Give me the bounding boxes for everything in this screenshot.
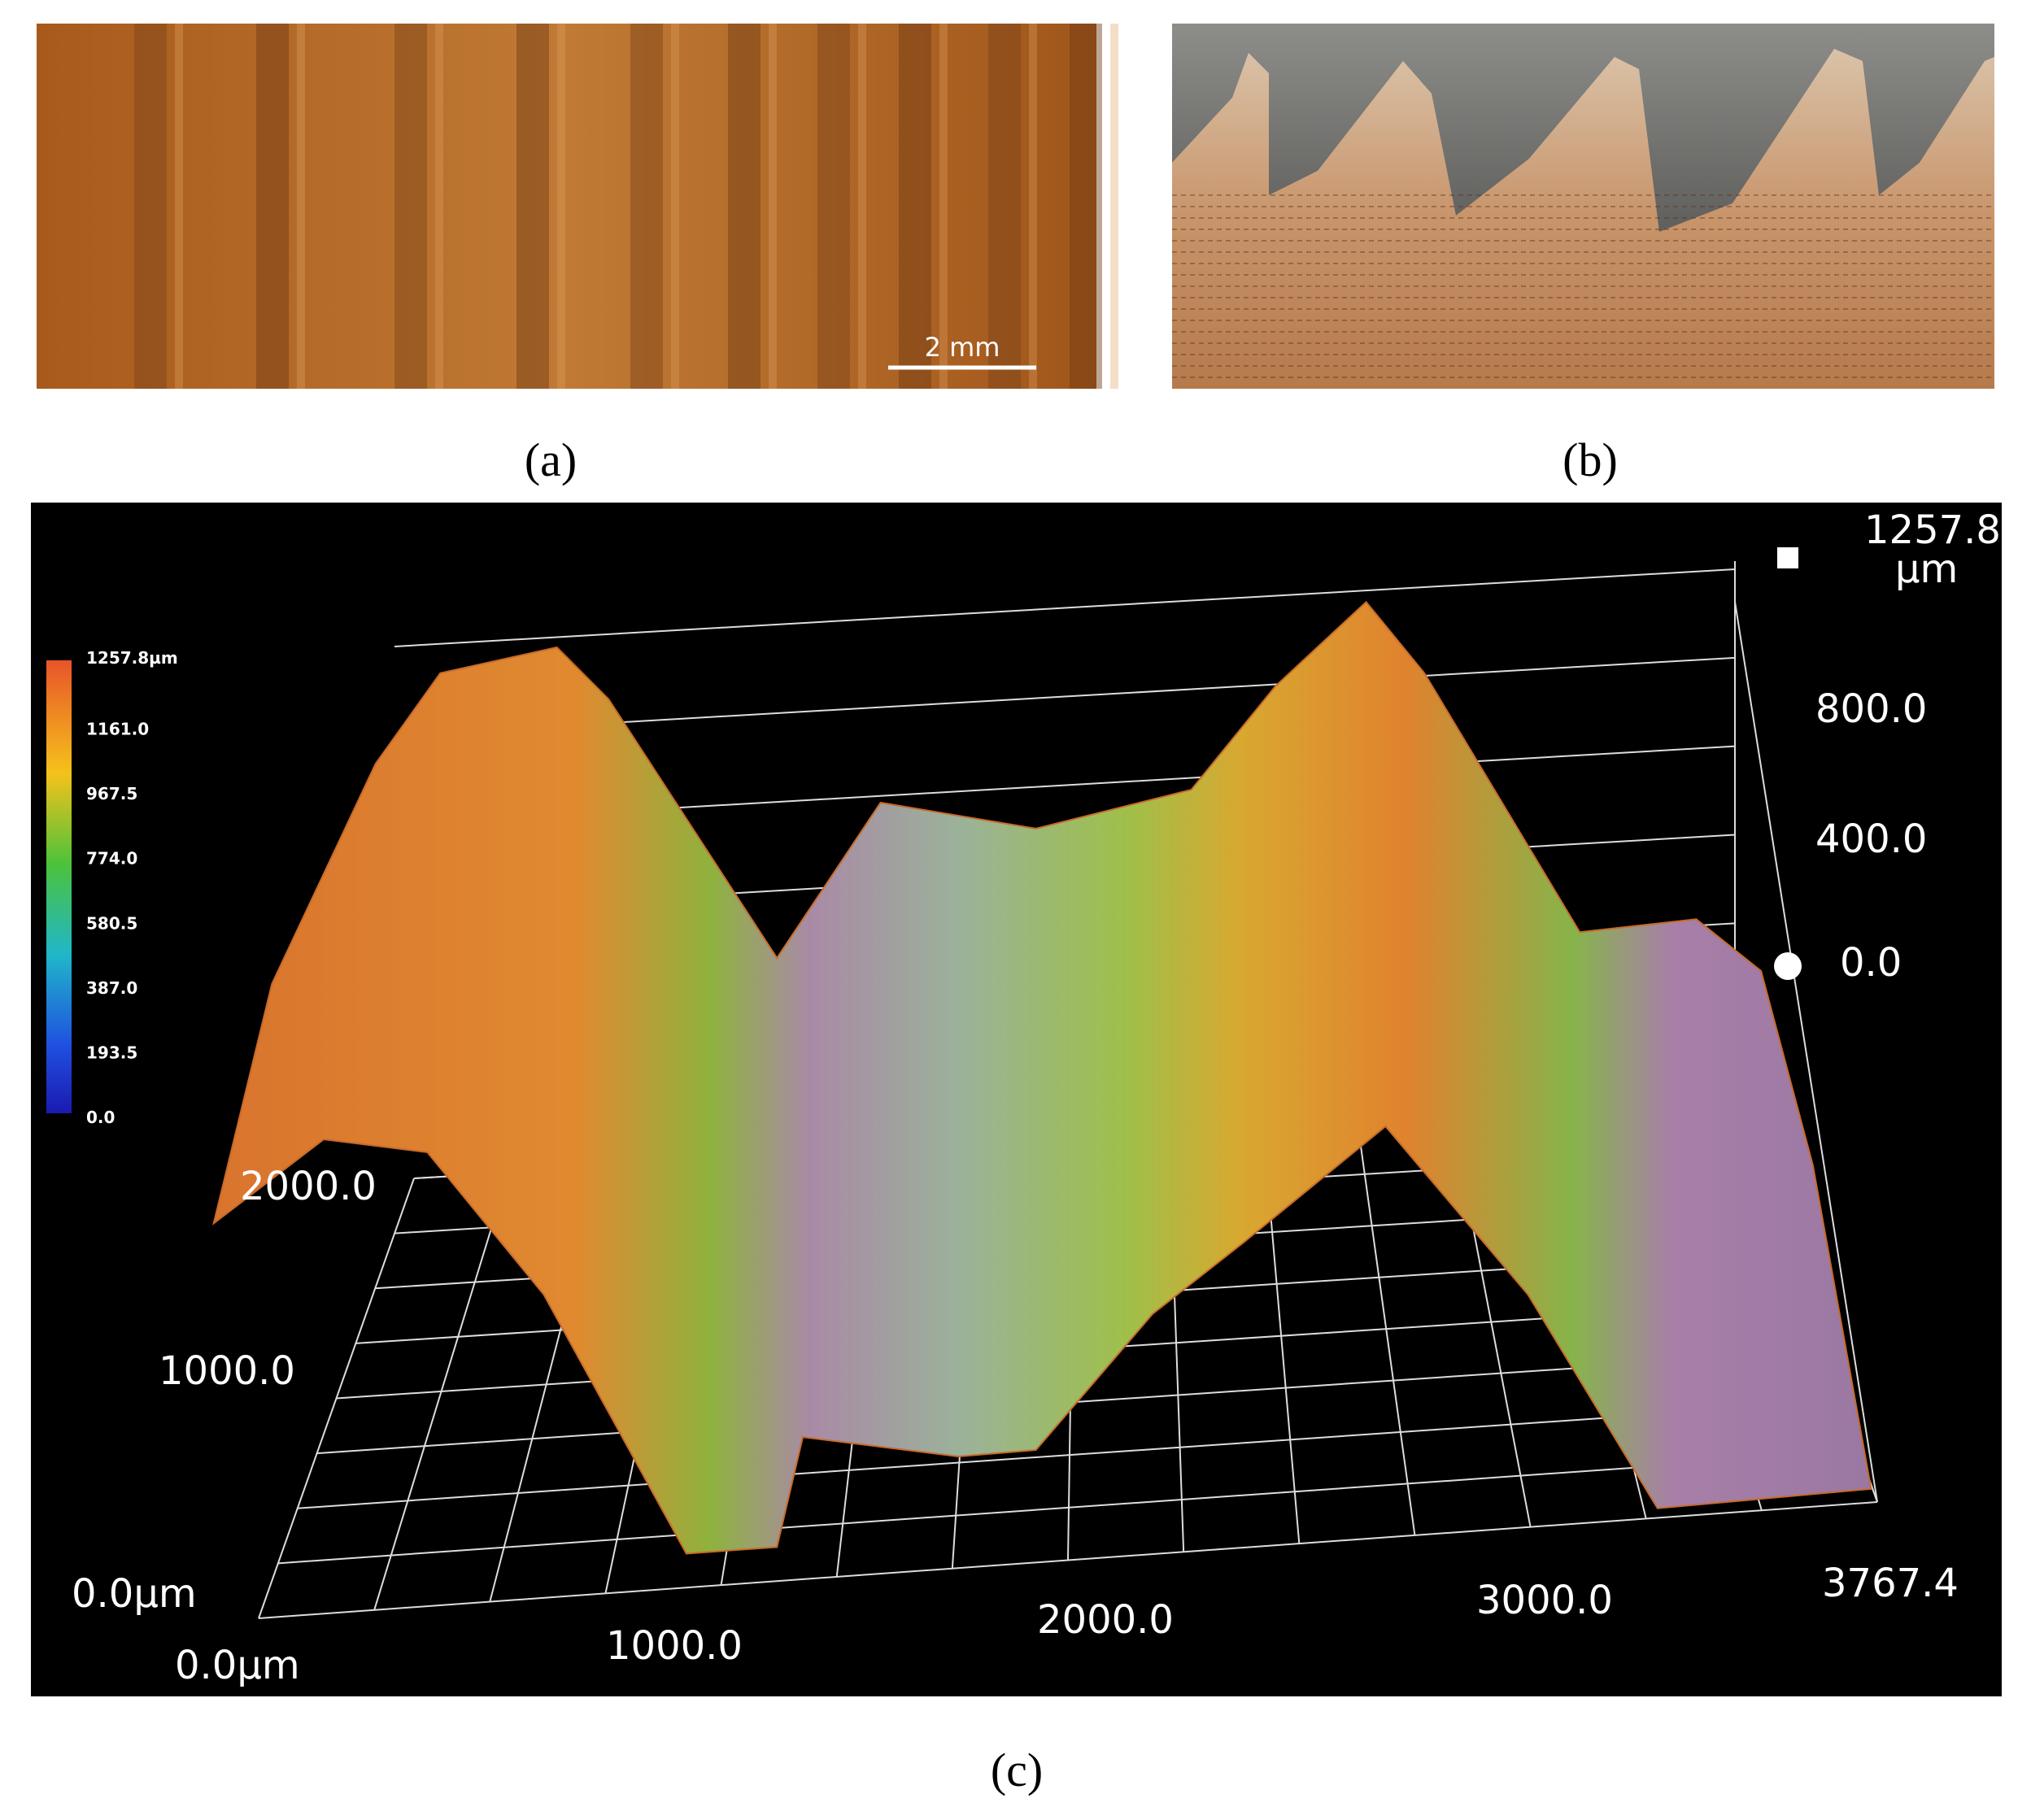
colorbar-label: 774.0 (86, 849, 137, 869)
colorbar-labels: 1257.8µm 1161.0 967.5 774.0 580.5 387.0 193.5 0… (86, 648, 178, 1127)
z-max-marker (1777, 547, 1798, 568)
grain-light (1110, 24, 1118, 389)
x-label: 3000.0 (1476, 1578, 1613, 1623)
grain-light (858, 24, 866, 389)
grain-band (134, 24, 167, 389)
grain-band (899, 24, 931, 389)
grain-light (1029, 24, 1037, 389)
z-unit: µm (1895, 546, 1958, 592)
colorbar-label: 580.5 (86, 913, 137, 933)
panel-label: (b) (1562, 433, 1618, 486)
grain-light (297, 24, 305, 389)
floor-line (297, 1400, 1842, 1509)
grain-band (516, 24, 549, 389)
floor-line (258, 1501, 1878, 1619)
colorbar-label: 387.0 (86, 978, 137, 998)
colorbar-label: 1161.0 (86, 720, 149, 739)
colorbar-label: 1257.8µm (86, 648, 178, 668)
x-label: 2000.0 (1037, 1597, 1174, 1643)
grain-light (939, 24, 948, 389)
x-label: 3767.4 (1822, 1561, 1959, 1606)
fiber-rows (1172, 194, 1994, 378)
z-axis (1734, 601, 1878, 1503)
grain-light (175, 24, 183, 389)
grain-band (988, 24, 1021, 389)
floor-line (277, 1451, 1860, 1565)
colorbar-label: 0.0 (86, 1108, 115, 1127)
wall-line (394, 568, 1736, 647)
z-label: 400.0 (1815, 816, 1927, 862)
grain-band (728, 24, 761, 389)
z-label: 0.0 (1840, 940, 1902, 986)
colorbar-label: 967.5 (86, 784, 137, 803)
colorbar-label: 193.5 (86, 1043, 137, 1062)
grain-band (630, 24, 663, 389)
grain-band (1070, 24, 1102, 389)
grain-band (256, 24, 289, 389)
panel-label: (c) (991, 1744, 1043, 1796)
grain-light (769, 24, 777, 389)
grain-light (435, 24, 443, 389)
grain-light (557, 24, 565, 389)
y-label: 0.0µm (72, 1571, 197, 1617)
z-label: 1257.8 (1864, 507, 2001, 553)
panel-label: (a) (525, 433, 577, 486)
wood-grain (134, 24, 1118, 389)
surface (212, 600, 1872, 1555)
grain-band (394, 24, 427, 389)
grain-band (817, 24, 850, 389)
photo-a (37, 24, 1096, 389)
y-label: 2000.0 (240, 1164, 377, 1209)
z-label: 800.0 (1815, 686, 1927, 732)
x-label: 0.0µm (175, 1643, 300, 1688)
y-label: 1000.0 (159, 1348, 295, 1394)
x-label: 1000.0 (606, 1623, 743, 1669)
saw-teeth (1172, 49, 1994, 389)
grain-light (671, 24, 679, 389)
z-zero-marker (1774, 952, 1802, 980)
scale-bar-label: 2 mm (925, 332, 1000, 363)
colorbar (46, 660, 72, 1113)
